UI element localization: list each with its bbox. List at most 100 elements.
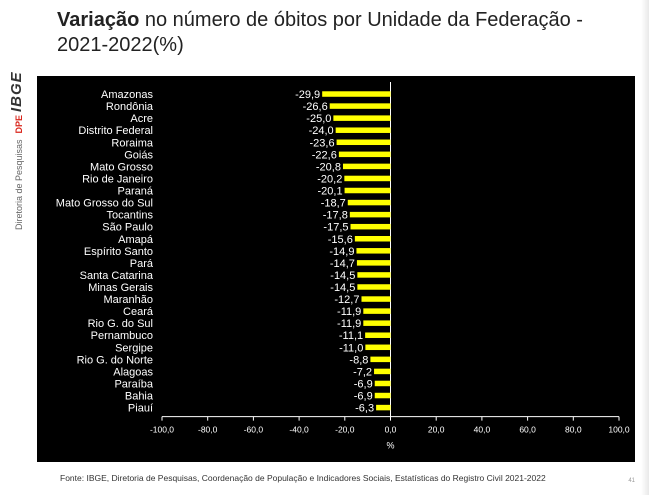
- data-label: -11,1: [339, 330, 363, 342]
- source-note: Fonte: IBGE, Diretoria de Pesquisas, Coo…: [60, 473, 546, 483]
- x-tick-label: 40,0: [474, 425, 491, 435]
- data-label: -29,9: [295, 89, 320, 101]
- x-axis-title: %: [386, 441, 394, 451]
- data-label: -24,0: [309, 125, 334, 137]
- data-label: -11,9: [337, 306, 361, 318]
- category-label: Sergipe: [115, 342, 153, 354]
- bar: [333, 115, 391, 121]
- page-number: 41: [628, 478, 635, 484]
- data-label: -14,7: [330, 258, 355, 270]
- bar: [374, 392, 391, 399]
- data-label: -11,9: [337, 318, 361, 330]
- x-tick-label: 60,0: [519, 425, 536, 435]
- data-label: -12,7: [334, 294, 359, 306]
- x-tick-label: -60,0: [244, 425, 264, 435]
- data-label: -23,6: [309, 137, 334, 149]
- x-tick-label: 80,0: [565, 425, 582, 435]
- bar: [342, 163, 391, 170]
- category-label: Distrito Federal: [78, 125, 153, 137]
- category-label: Tocantins: [107, 210, 154, 222]
- bar: [356, 260, 391, 266]
- category-label: São Paulo: [102, 222, 153, 234]
- data-label: -7,2: [353, 366, 372, 378]
- dpe-label: DPE: [14, 114, 24, 134]
- bar: [344, 187, 391, 194]
- category-label: Amapá: [118, 234, 154, 246]
- category-label: Goiás: [124, 149, 153, 161]
- category-label: Pará: [130, 258, 154, 270]
- x-tick-label: -40,0: [289, 425, 309, 435]
- category-label: Maranhão: [103, 294, 153, 306]
- data-label: -8,8: [349, 354, 368, 366]
- data-label: -6,9: [354, 378, 373, 390]
- data-label: -20,1: [317, 186, 342, 198]
- bar: [363, 308, 391, 314]
- bar: [363, 320, 391, 326]
- directorate-label: Diretoria de Pesquisas DPE: [14, 115, 24, 230]
- bar: [376, 404, 391, 411]
- ibge-logo-text: IBGE: [8, 71, 25, 112]
- bar: [349, 211, 391, 218]
- bar: [365, 344, 391, 351]
- category-label: Rio G. do Sul: [88, 318, 153, 330]
- chart-panel: -29,9 Amazonas -26,6 Rondônia -25,0 Acre -24,0…: [37, 76, 635, 462]
- category-label: Santa Catarina: [80, 270, 154, 282]
- category-label: Piauí: [128, 403, 153, 415]
- bar: [336, 139, 391, 146]
- x-tick-label: 0,0: [385, 425, 397, 435]
- category-label: Minas Gerais: [88, 282, 153, 294]
- bar: [374, 380, 391, 387]
- data-label: -14,5: [330, 270, 355, 282]
- data-label: -14,5: [330, 282, 355, 294]
- data-label: -17,5: [323, 222, 348, 234]
- category-label: Espírito Santo: [84, 246, 153, 258]
- bar: [350, 223, 391, 230]
- bar: [329, 103, 391, 109]
- category-label: Paraíba: [114, 378, 153, 390]
- x-tick-label: 100,0: [608, 425, 630, 435]
- sidebar: IBGE Diretoria de Pesquisas DPE: [0, 0, 40, 495]
- slide-edge: [641, 0, 649, 495]
- bar: [322, 91, 391, 97]
- bar: [354, 236, 391, 242]
- bar: [335, 127, 391, 133]
- category-label: Roraima: [111, 137, 153, 149]
- data-label: -11,0: [339, 342, 363, 354]
- data-label: -15,6: [328, 234, 353, 246]
- bar: [374, 368, 391, 375]
- bar: [357, 272, 391, 278]
- bar: [356, 248, 391, 254]
- data-label: -20,8: [316, 161, 341, 173]
- data-label: -22,6: [312, 149, 337, 161]
- data-label: -6,3: [355, 403, 374, 415]
- directorate-text: Diretoria de Pesquisas: [14, 139, 24, 230]
- data-label: -17,8: [323, 210, 348, 222]
- data-label: -20,2: [317, 173, 342, 185]
- ibge-logo: IBGE: [2, 20, 38, 112]
- category-label: Paraná: [118, 186, 154, 198]
- bar: [338, 151, 391, 158]
- category-label: Amazonas: [101, 89, 153, 101]
- bar-chart: -29,9 Amazonas -26,6 Rondônia -25,0 Acre -24,0…: [56, 82, 630, 451]
- category-label: Rio de Janeiro: [82, 173, 153, 185]
- bar: [344, 175, 391, 182]
- bar: [361, 296, 391, 302]
- bar: [365, 332, 391, 338]
- data-label: -25,0: [306, 113, 331, 125]
- bar: [370, 356, 391, 363]
- category-label: Acre: [130, 113, 153, 125]
- data-label: -14,9: [329, 246, 354, 258]
- x-tick-label: -80,0: [198, 425, 218, 435]
- category-label: Mato Grosso do Sul: [56, 198, 153, 210]
- bar: [347, 199, 391, 206]
- category-label: Rio G. do Norte: [77, 354, 153, 366]
- category-label: Mato Grosso: [90, 161, 153, 173]
- category-label: Alagoas: [113, 366, 153, 378]
- category-label: Rondônia: [106, 101, 154, 113]
- category-label: Ceará: [123, 306, 154, 318]
- data-label: -18,7: [321, 198, 346, 210]
- x-tick-label: 20,0: [428, 425, 445, 435]
- category-label: Pernambuco: [91, 330, 153, 342]
- category-label: Bahia: [125, 391, 154, 403]
- x-tick-label: -100,0: [150, 425, 174, 435]
